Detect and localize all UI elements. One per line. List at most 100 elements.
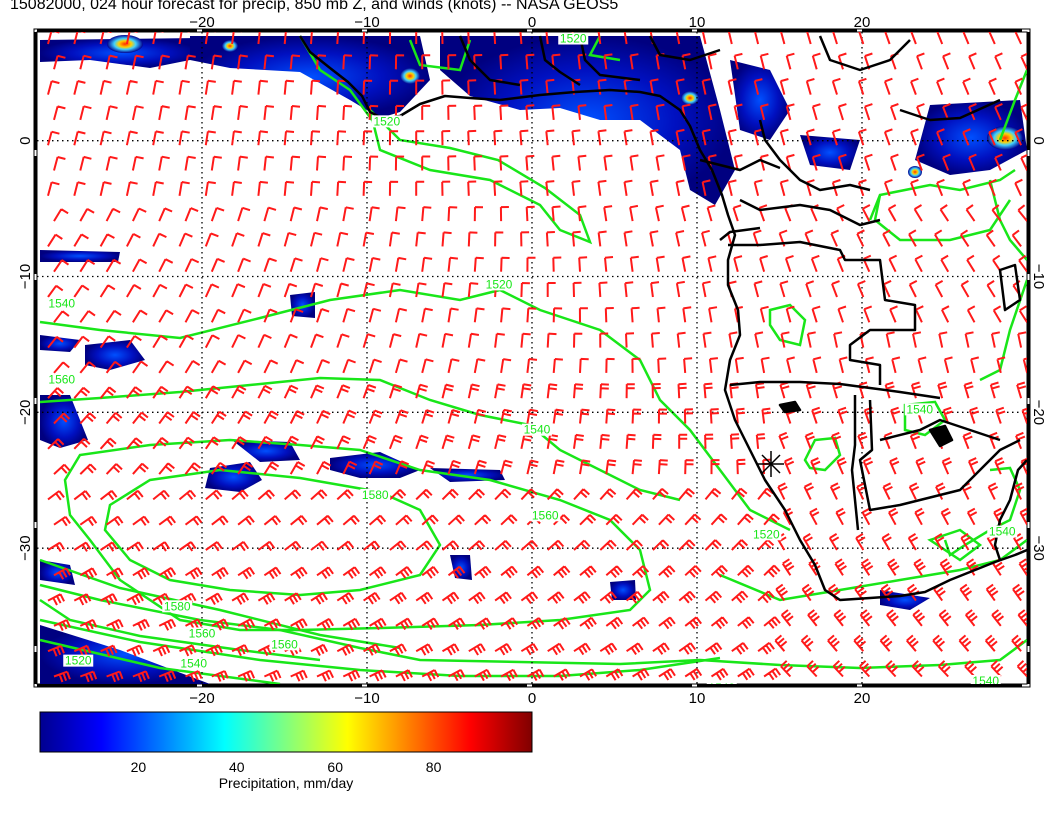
contour-label: 1560 [189, 626, 216, 640]
country-border [758, 119, 871, 192]
contour-line [803, 436, 842, 472]
colorbar-ticks: 20 40 60 80 [131, 759, 442, 775]
lat-label-right: 0 [1030, 136, 1047, 144]
contour-label-bg [46, 297, 77, 310]
contour-label-bg [987, 525, 1018, 538]
precip-area [232, 440, 300, 462]
contour-line [588, 35, 621, 62]
country-border [458, 35, 521, 87]
country-border [578, 35, 641, 82]
country-border [858, 399, 1021, 512]
lake-outline [778, 400, 802, 414]
lat-label-right: −20 [1030, 400, 1047, 425]
country-border [899, 98, 1001, 122]
country-border [538, 35, 581, 87]
precip-peak [681, 91, 699, 105]
contour-label-bg [360, 488, 391, 501]
contour-line [408, 39, 472, 72]
contour-label: 1540 [524, 423, 551, 437]
lat-lon-grid [37, 32, 1027, 684]
country-border [648, 35, 721, 62]
lon-label-top: 20 [854, 14, 871, 31]
contour-line [979, 279, 1027, 382]
lon-label-bottom: −10 [354, 690, 379, 707]
contour-line [873, 194, 1012, 242]
contour-label-bg [904, 403, 935, 416]
lat-label-left: −30 [17, 535, 34, 560]
city-marker [758, 451, 784, 477]
precip-area [40, 395, 88, 448]
contour-label: 1540 [906, 402, 933, 416]
contour-label: 1540 [708, 681, 735, 695]
africa-east-coast [993, 459, 1027, 561]
lon-label-top: −10 [354, 14, 379, 31]
contour-label-bg [575, 686, 605, 698]
colorbar-tick-label: 80 [426, 759, 442, 775]
contour-label-bg [371, 115, 402, 128]
lake-outline [928, 424, 954, 448]
precip-peak [400, 68, 420, 84]
colorbar-tick-label: 60 [327, 759, 343, 775]
lat-label-right: −10 [1030, 264, 1047, 289]
africa-coastline [298, 35, 1027, 602]
country-border [729, 380, 941, 400]
contour-label: 1580 [164, 599, 191, 613]
contour-line [103, 468, 442, 597]
contour-label: 1540 [989, 525, 1016, 539]
lon-label-top: 0 [528, 14, 536, 31]
contour-label: 1580 [362, 488, 389, 502]
lon-label-bottom: 0 [528, 690, 536, 707]
lon-label-bottom: 20 [854, 690, 871, 707]
map-frame [33, 28, 1031, 688]
precip-peak [987, 126, 1023, 150]
precip-area [610, 580, 636, 600]
lake-outline [998, 263, 1022, 312]
contour-line [39, 376, 681, 502]
contour-label-bg [530, 509, 561, 522]
contour-label-bg [970, 675, 1001, 684]
contour-line [39, 558, 401, 650]
lat-label-left: 0 [17, 136, 34, 144]
coastlines [298, 35, 1027, 602]
contour-label: 1520 [373, 114, 400, 128]
contour-label-bg [521, 423, 552, 436]
precip-area [40, 250, 120, 262]
contour-label: 1540 [180, 656, 207, 670]
contour-label-bg [558, 32, 589, 45]
country-border [818, 35, 911, 72]
precip-area [85, 340, 145, 370]
map-title: 15082000, 024 hour forecast for precip, … [10, 0, 619, 13]
contour-line [39, 288, 791, 532]
contour-label-bg [187, 627, 217, 640]
colorbar-tick-label: 40 [229, 759, 245, 775]
precip-area [880, 590, 930, 610]
precip-area [205, 462, 262, 492]
contour-label-bg [178, 657, 209, 670]
precip-area [440, 36, 735, 205]
wind-barb-set [47, 32, 1027, 683]
country-border [739, 198, 881, 227]
country-border [879, 418, 1001, 442]
contour-label: 1560 [532, 508, 559, 522]
contour-label: 1540 [972, 674, 999, 688]
precip-peak [908, 166, 922, 178]
contour-line [943, 466, 1022, 557]
contour-label-bg [88, 691, 118, 703]
contour-label-bg [751, 528, 782, 541]
contour-line [39, 583, 1027, 670]
lon-label-bottom: 10 [689, 690, 706, 707]
precip-area [40, 335, 80, 352]
contour-label: 1540 [48, 296, 75, 310]
lat-label-left: −10 [17, 264, 34, 289]
contour-label: 1560 [271, 637, 298, 651]
precip-area [290, 292, 315, 318]
lon-label-top: 10 [689, 14, 706, 31]
precip-area [730, 60, 790, 140]
contour-label: 1520 [753, 527, 780, 541]
precip-peak [222, 40, 238, 52]
contour-label: 1520 [65, 654, 92, 668]
contour-label-bg [269, 638, 300, 651]
contour-label: 1480 [90, 690, 117, 704]
contour-label-bg [46, 373, 77, 386]
axis-labels: −20 −20 −10 −10 0 0 10 10 20 20 0 0 −10 −10 −20 −20 −30 −… [17, 14, 1047, 707]
